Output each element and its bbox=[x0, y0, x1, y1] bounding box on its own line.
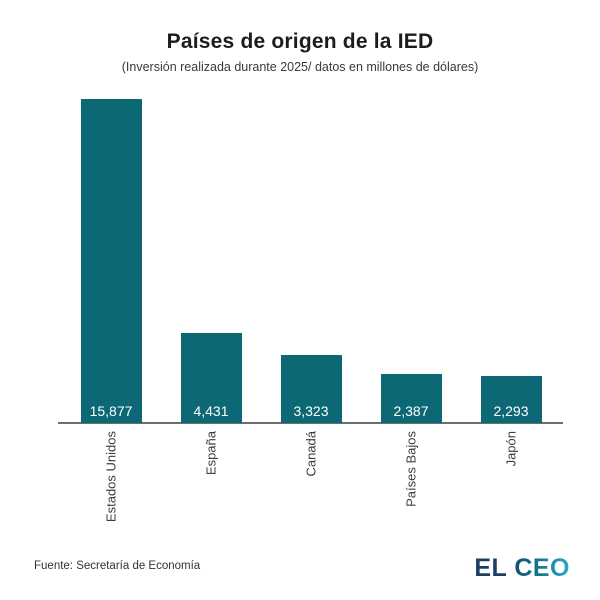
x-axis-label: Países Bajos bbox=[403, 431, 419, 507]
bar-value-label: 2,293 bbox=[493, 403, 529, 419]
bar-value-label: 3,323 bbox=[293, 403, 329, 419]
bar-5: 2,293 bbox=[480, 376, 542, 423]
source-text: Fuente: Secretaría de Economía bbox=[34, 560, 201, 572]
x-axis-label: Estados Unidos bbox=[103, 431, 119, 523]
chart-title: Países de origen de la IED bbox=[166, 30, 434, 53]
x-axis-label: Japón bbox=[503, 431, 519, 467]
bar-3: 3,323 bbox=[280, 355, 342, 423]
bar-2: 4,431 bbox=[180, 333, 242, 423]
bar-value-label: 4,431 bbox=[193, 403, 229, 419]
bar-value-label: 2,387 bbox=[393, 403, 429, 419]
chart-header: Países de origen de la IED (Inversión re… bbox=[0, 30, 600, 74]
chart-subtitle: (Inversión realizada durante 2025/ datos… bbox=[121, 60, 479, 74]
bar-value-label: 15,877 bbox=[89, 403, 133, 419]
x-axis-label: Canadá bbox=[303, 431, 319, 477]
bar-1: 15,877 bbox=[80, 99, 142, 423]
bar-4: 2,387 bbox=[380, 374, 442, 423]
x-axis-label: España bbox=[203, 431, 219, 476]
brand-logo: EL CEO bbox=[474, 554, 570, 582]
